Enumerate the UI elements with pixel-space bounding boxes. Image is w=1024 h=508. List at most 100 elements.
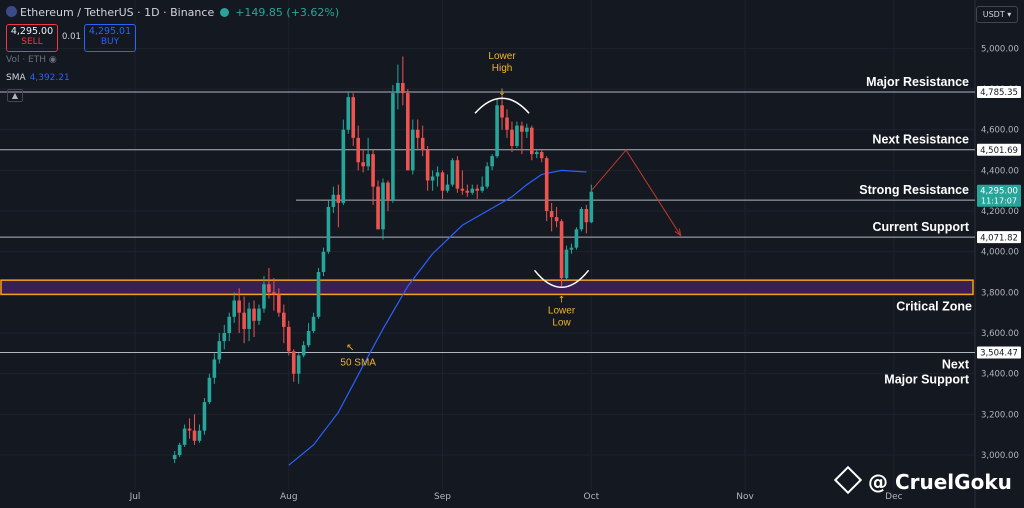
candle-body bbox=[396, 82, 400, 94]
candle-body bbox=[187, 428, 192, 431]
candle bbox=[544, 156, 549, 222]
symbol-header[interactable]: Ethereum / TetherUS · 1D · Binance +149.8… bbox=[6, 6, 339, 19]
lower-low-label: Lower bbox=[548, 305, 576, 316]
buy-price: 4,295.01 bbox=[88, 26, 132, 37]
level-price-tag-4 bbox=[977, 346, 1021, 359]
candle-body bbox=[579, 209, 584, 230]
candle-body bbox=[420, 137, 425, 151]
lower-low-arc bbox=[533, 269, 590, 288]
level-label-4: Major Support bbox=[884, 372, 970, 386]
price-tick-label: 3,000.00 bbox=[981, 451, 1019, 461]
volume-indicator[interactable]: Vol · ETH ◉ bbox=[6, 55, 57, 65]
countdown-text: 11:17:07 bbox=[981, 197, 1017, 206]
candle bbox=[455, 156, 460, 193]
candle bbox=[515, 121, 519, 149]
candle-body bbox=[525, 127, 529, 132]
candle-body bbox=[410, 129, 415, 171]
candle-body bbox=[336, 194, 341, 203]
sell-button[interactable]: 4,295.00 SELL bbox=[6, 24, 58, 52]
candle bbox=[356, 125, 360, 171]
candle-body bbox=[361, 162, 365, 167]
candle-body bbox=[381, 182, 385, 230]
candle-body bbox=[376, 186, 380, 230]
candle bbox=[242, 296, 246, 344]
candle-body bbox=[306, 330, 311, 346]
candle-body bbox=[272, 292, 276, 295]
grid bbox=[0, 0, 976, 508]
sma-value: 4,392.21 bbox=[29, 73, 70, 83]
candle bbox=[331, 186, 336, 214]
candle-body bbox=[291, 351, 296, 374]
level-price-tag-text-3: 4,071.82 bbox=[980, 233, 1018, 243]
candle-body bbox=[222, 333, 227, 342]
candle-body bbox=[351, 97, 356, 138]
candle bbox=[406, 89, 410, 171]
level-price-tag-0 bbox=[977, 86, 1021, 99]
time-tick-label: Sep bbox=[434, 492, 451, 502]
time-axis[interactable]: Jul Aug Sep Oct Nov Dec bbox=[129, 492, 903, 502]
candle bbox=[326, 200, 331, 254]
candle bbox=[579, 206, 584, 232]
candle bbox=[525, 123, 529, 138]
price-tick-label: 4,000.00 bbox=[981, 248, 1019, 258]
watermark: @ CruelGoku bbox=[833, 465, 1012, 495]
lower-high-label: Lower bbox=[488, 51, 516, 62]
price-tick-label: 4,400.00 bbox=[981, 166, 1019, 176]
candle-body bbox=[277, 294, 281, 313]
candle bbox=[440, 170, 445, 199]
level-label-4: Next bbox=[942, 357, 970, 371]
candle bbox=[410, 119, 415, 175]
candle bbox=[272, 278, 276, 311]
candle-body bbox=[301, 345, 306, 356]
candle-body bbox=[331, 194, 336, 207]
level-label-1: Next Resistance bbox=[872, 133, 969, 147]
market-status-icon bbox=[220, 8, 230, 17]
candle bbox=[222, 324, 227, 350]
candle-body bbox=[530, 127, 534, 155]
candle bbox=[460, 170, 465, 195]
price-axis[interactable]: 3,000.00 3,200.00 3,400.00 3,600.00 3,800.00… bbox=[977, 44, 1021, 461]
candle-body bbox=[207, 377, 212, 403]
projection-arrowhead bbox=[674, 228, 682, 237]
candle-body bbox=[549, 211, 554, 218]
currency-selector[interactable]: USDT ▾ bbox=[976, 6, 1018, 23]
projection-layer bbox=[590, 149, 682, 237]
candle bbox=[366, 137, 370, 171]
collapse-indicators-button[interactable]: ▲ bbox=[7, 89, 23, 102]
candle bbox=[341, 119, 346, 205]
eye-icon[interactable]: ◉ bbox=[48, 55, 57, 65]
candle-body bbox=[356, 137, 360, 163]
sma-indicator[interactable]: SMA 4,392.21 bbox=[6, 73, 70, 83]
candle bbox=[346, 91, 351, 134]
candle bbox=[177, 442, 182, 458]
current-price-tag bbox=[977, 184, 1021, 207]
buy-button[interactable]: 4,295.01 BUY bbox=[84, 24, 136, 52]
candle bbox=[227, 312, 232, 342]
price-change: +149.85 (+3.62%) bbox=[235, 6, 340, 19]
candle bbox=[212, 353, 217, 384]
lower-high-label: High bbox=[492, 63, 513, 74]
candle bbox=[505, 109, 509, 138]
candle-body bbox=[371, 154, 375, 187]
candle-body bbox=[247, 308, 251, 329]
candle-body bbox=[510, 129, 514, 146]
candle bbox=[391, 84, 395, 203]
candle bbox=[470, 184, 475, 195]
levels-layer: Major Resistance Next Resistance Strong Re… bbox=[0, 75, 975, 386]
candle bbox=[257, 304, 261, 325]
candle-body bbox=[440, 172, 445, 191]
candle bbox=[321, 247, 326, 277]
chevron-up-icon: ▲ bbox=[11, 91, 19, 100]
candle bbox=[351, 93, 356, 146]
candle-body bbox=[415, 129, 420, 138]
candle-body bbox=[445, 184, 450, 191]
candle-body bbox=[475, 188, 480, 191]
candle bbox=[534, 150, 539, 159]
candle-body bbox=[495, 105, 499, 157]
sma-50-line bbox=[288, 169, 587, 466]
candle-body bbox=[435, 172, 440, 177]
candle bbox=[296, 353, 301, 384]
candle-body bbox=[391, 93, 395, 201]
